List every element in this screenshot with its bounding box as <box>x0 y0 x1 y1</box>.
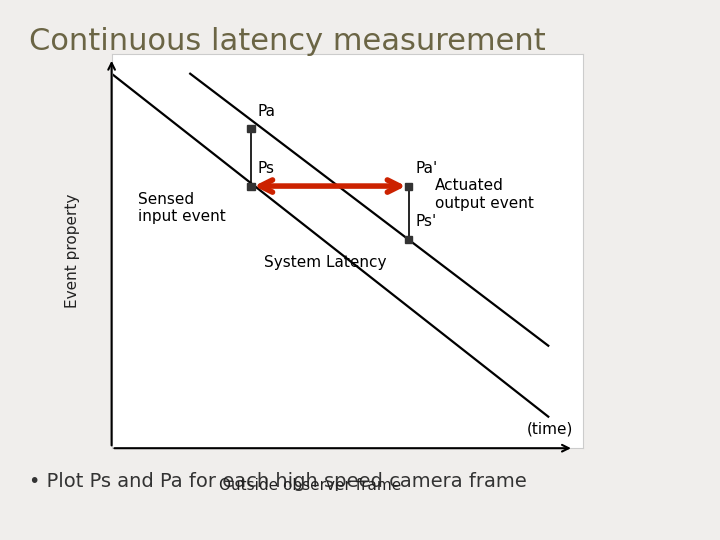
Text: System Latency: System Latency <box>264 255 387 270</box>
Text: Continuous latency measurement: Continuous latency measurement <box>29 27 546 56</box>
Text: Actuated
output event: Actuated output event <box>435 178 534 211</box>
Text: Outside observer frame: Outside observer frame <box>219 478 401 493</box>
Bar <box>405 236 413 243</box>
Bar <box>248 125 256 132</box>
Text: • Plot Ps and Pa for each high speed camera frame: • Plot Ps and Pa for each high speed cam… <box>29 472 526 491</box>
Text: (time): (time) <box>526 421 573 436</box>
Text: Pa: Pa <box>258 104 276 119</box>
Bar <box>248 183 256 190</box>
Bar <box>405 183 413 190</box>
Text: Pa': Pa' <box>415 161 437 176</box>
Text: Ps': Ps' <box>415 214 436 230</box>
Text: Event property: Event property <box>65 194 79 308</box>
Text: Ps: Ps <box>258 161 275 176</box>
Text: Sensed
input event: Sensed input event <box>138 192 225 224</box>
